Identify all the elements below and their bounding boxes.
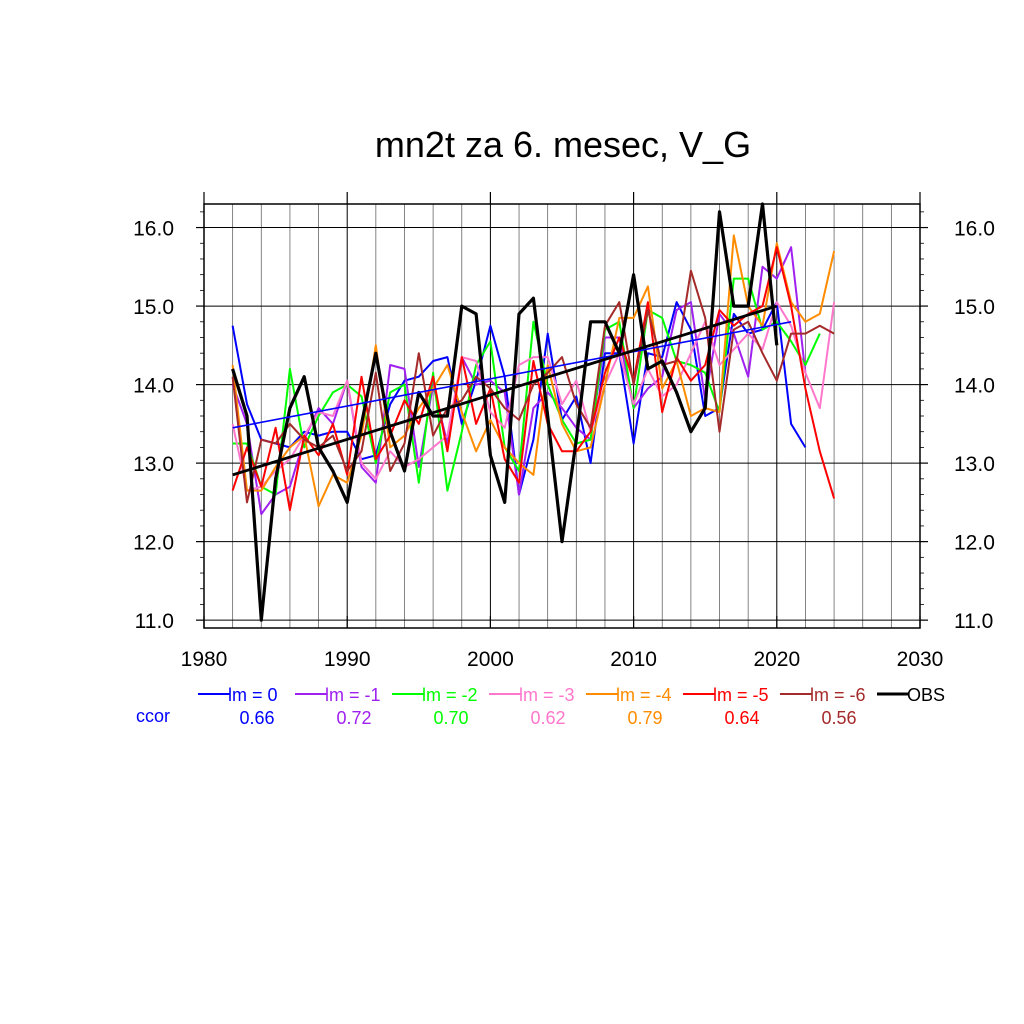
y-tick-label-left: 15.0 — [133, 296, 174, 319]
trend-line — [232, 304, 778, 477]
y-tick-label-right: 11.0 — [954, 610, 993, 633]
ccor-value: 0.64 — [724, 708, 759, 728]
legend-entry-label: lm = -1 — [325, 685, 381, 705]
ccor-label: ccor — [136, 706, 170, 726]
chart-title: mn2t za 6. mesec, V_G — [375, 124, 751, 165]
series-line-obs — [231, 202, 779, 622]
legend-entry-label: lm = -6 — [810, 685, 866, 705]
ccor-value: 0.79 — [627, 708, 662, 728]
legend-entry-label: lm = -4 — [616, 685, 672, 705]
x-tick-label: 2000 — [467, 648, 514, 671]
y-tick-label-right: 14.0 — [954, 375, 995, 398]
axes: 1980 1990 2000 2010 2020 2030 11.0 11.0 12.0 12.0… — [133, 192, 995, 671]
ccor-value: 0.70 — [433, 708, 468, 728]
trend-line — [232, 320, 792, 429]
legend-entry-label: lm = -5 — [713, 685, 769, 705]
ccor-value: 0.66 — [239, 708, 274, 728]
series-line-lm-4 — [231, 234, 836, 508]
y-tick-label-right: 16.0 — [954, 218, 995, 241]
x-tick-label: 2010 — [610, 648, 657, 671]
y-tick-label-left: 12.0 — [133, 532, 174, 555]
x-tick-label: 2030 — [897, 648, 944, 671]
legend: ccor lm = 0 0.66 lm = -1 0.72 lm = -2 0.70 lm … — [136, 685, 945, 728]
ccor-value: 0.62 — [530, 708, 565, 728]
ccor-value: 0.72 — [336, 708, 371, 728]
legend-entry-label: lm = 0 — [228, 685, 278, 705]
legend-entry-label: lm = -2 — [422, 685, 478, 705]
y-tick-label-right: 13.0 — [954, 453, 995, 476]
series-line-lm-1 — [231, 246, 807, 516]
legend-entry-label: lm = -3 — [519, 685, 575, 705]
plot-area — [231, 202, 836, 622]
legend-entry-label: OBS — [907, 685, 945, 705]
series-line-lm-2 — [232, 277, 821, 496]
y-tick-label-left: 11.0 — [135, 610, 174, 633]
y-tick-label-right: 12.0 — [954, 532, 995, 555]
series-line-lm-6 — [231, 269, 835, 504]
x-tick-label: 2020 — [753, 648, 800, 671]
x-tick-label: 1980 — [181, 648, 228, 671]
series-line-lm-5 — [231, 246, 836, 512]
series-line-lm-3 — [231, 301, 836, 492]
y-tick-label-right: 15.0 — [954, 296, 995, 319]
x-tick-label: 1990 — [324, 648, 371, 671]
ccor-value: 0.56 — [821, 708, 856, 728]
y-tick-label-left: 13.0 — [133, 453, 174, 476]
y-tick-label-left: 16.0 — [133, 218, 174, 241]
y-tick-label-left: 14.0 — [133, 375, 174, 398]
